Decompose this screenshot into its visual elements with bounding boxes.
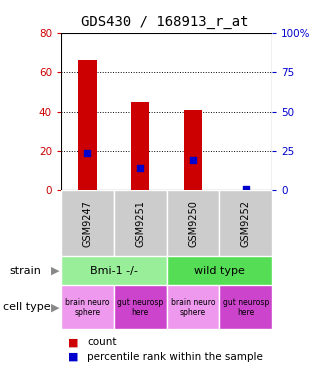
Text: GSM9250: GSM9250 (188, 200, 198, 247)
Text: GDS430 / 168913_r_at: GDS430 / 168913_r_at (81, 15, 249, 29)
Text: Bmi-1 -/-: Bmi-1 -/- (90, 266, 138, 276)
Text: strain: strain (10, 266, 42, 276)
Bar (219, 285, 272, 329)
Bar (114, 190, 167, 256)
Point (138, 165, 143, 171)
Text: GSM9251: GSM9251 (135, 200, 145, 247)
Text: wild type: wild type (194, 266, 245, 276)
Point (85, 150, 90, 156)
Bar (61, 256, 167, 285)
Bar (78, 60, 97, 190)
Point (243, 186, 248, 192)
Text: ■: ■ (68, 337, 78, 347)
Text: ■: ■ (68, 352, 78, 362)
Bar (131, 102, 149, 190)
Bar (184, 110, 202, 190)
Bar (61, 285, 114, 329)
Text: percentile rank within the sample: percentile rank within the sample (87, 352, 263, 362)
Text: GSM9252: GSM9252 (241, 200, 251, 247)
Text: ▶: ▶ (51, 266, 60, 276)
Text: GSM9247: GSM9247 (82, 200, 92, 247)
Bar (219, 190, 272, 256)
Text: cell type: cell type (3, 302, 51, 313)
Text: brain neuro
sphere: brain neuro sphere (65, 298, 110, 317)
Text: count: count (87, 337, 117, 347)
Bar (167, 190, 219, 256)
Bar (167, 285, 219, 329)
Bar (114, 285, 167, 329)
Text: gut neurosp
here: gut neurosp here (223, 298, 269, 317)
Point (190, 157, 196, 163)
Text: ▶: ▶ (51, 302, 60, 313)
Text: brain neuro
sphere: brain neuro sphere (171, 298, 215, 317)
Bar (61, 190, 114, 256)
Bar (167, 256, 272, 285)
Text: gut neurosp
here: gut neurosp here (117, 298, 163, 317)
